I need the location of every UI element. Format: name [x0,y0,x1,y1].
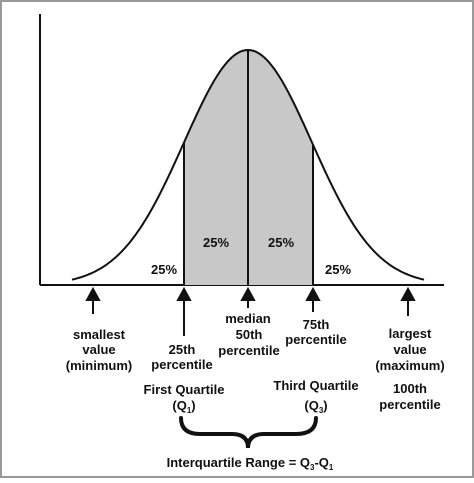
maximum-label-5: percentile [379,397,440,412]
left-tail-label: 25% [151,262,177,277]
q1-label-2: percentile [151,357,212,372]
median-label-3: percentile [218,343,279,358]
maximum-label-1: largest [389,326,432,341]
q3-label-3: Third Quartile [273,378,358,393]
median-q3-label: 25% [268,235,294,250]
iqr-brace [179,416,318,449]
right-tail-label: 25% [325,262,351,277]
q3-label-1: 75th [303,317,330,332]
maximum-label-2: value [393,342,426,357]
q1-label-4: (Q1) [172,398,195,415]
q3-label-4: (Q3) [304,398,327,415]
q1-label-3: First Quartile [144,382,225,397]
median-label-2: 50th [236,327,263,342]
minimum-label-1: smallest [73,327,126,342]
median-arrow [240,286,256,308]
q1-arrow [176,286,192,336]
maximum-label-4: 100th [393,381,427,396]
q3-label-2: percentile [285,332,346,347]
median-label-1: median [225,311,271,326]
minimum-label-2: value [82,342,115,357]
maximum-arrow [400,286,416,316]
arrows [85,286,416,336]
minimum-label-3: (minimum) [66,358,132,373]
q1-label-1: 25th [169,342,196,357]
q3-arrow [305,286,321,312]
iqr-label: Interquartile Range = Q3-Q1 [167,455,334,472]
minimum-arrow [85,286,101,314]
maximum-label-3: (maximum) [375,358,444,373]
q1-median-label: 25% [203,235,229,250]
